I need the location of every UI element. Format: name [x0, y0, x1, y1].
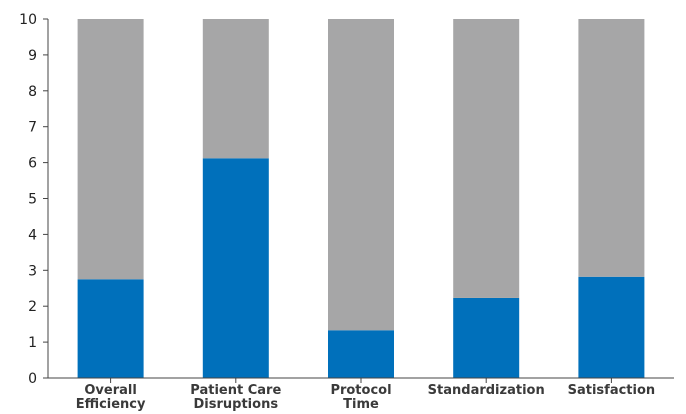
y-axis: 0 1 2 3 4 5 6 7 8 9 10 — [19, 12, 49, 387]
y-tick-label: 2 — [28, 299, 37, 315]
bar-segment-1-5 — [578, 276, 645, 378]
bar-segment-2-1 — [77, 19, 144, 280]
bar-segment-1-4 — [453, 297, 520, 378]
bar-segment-2-4 — [453, 19, 520, 298]
bar-segment-2-5 — [578, 19, 645, 277]
bar-segment-2-2 — [202, 19, 269, 159]
bar-segment-1-2 — [202, 158, 269, 378]
y-tick-label: 7 — [28, 120, 37, 136]
y-tick-label: 9 — [28, 48, 37, 64]
y-tick-label: 6 — [28, 156, 37, 172]
bars — [77, 19, 645, 378]
y-tick-label: 3 — [28, 263, 37, 279]
bar-segment-2-3 — [328, 19, 394, 331]
x-axis: Overall Efficiency Patient Care Disruptions… — [48, 377, 674, 412]
x-category-label: Protocol Time — [330, 383, 391, 412]
bar-segment-1-3 — [328, 330, 394, 378]
y-tick-label: 8 — [28, 84, 37, 100]
y-tick-label: 1 — [28, 335, 37, 351]
y-tick-label: 4 — [28, 227, 37, 243]
bar-segment-1-1 — [77, 279, 144, 378]
x-category-label: Standardization — [428, 383, 545, 398]
y-tick-label: 0 — [28, 371, 37, 387]
x-category-label: Patient Care Disruptions — [190, 383, 281, 412]
y-tick-label: 5 — [28, 192, 37, 208]
x-category-label: Satisfaction — [568, 383, 656, 398]
x-category-label: Overall Efficiency — [76, 383, 146, 412]
y-tick-label: 10 — [19, 12, 37, 28]
